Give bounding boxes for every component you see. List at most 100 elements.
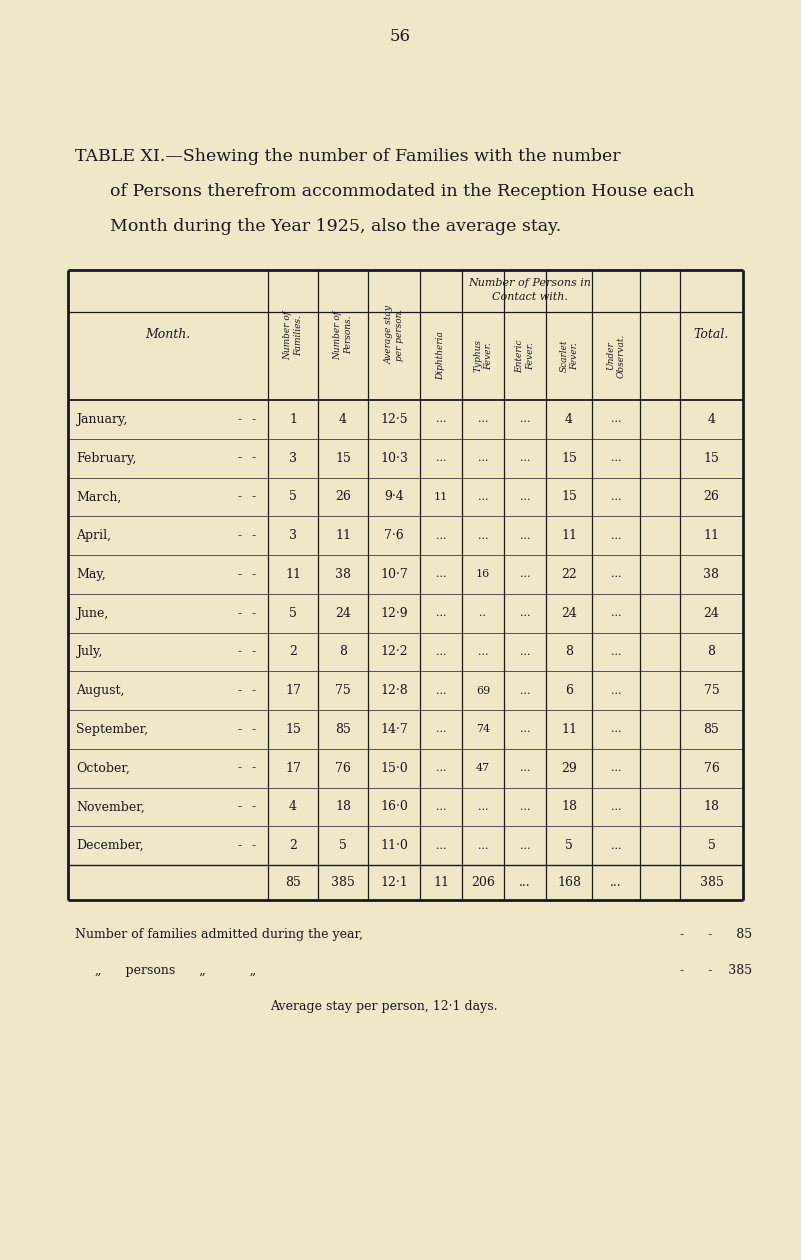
Text: Average stay
per person.: Average stay per person. [384,305,404,364]
Text: November,: November, [76,800,145,814]
Text: -: - [238,606,242,620]
Text: 18: 18 [561,800,577,814]
Text: „      persons      „           „: „ persons „ „ [95,964,256,976]
Text: ...: ... [610,876,622,890]
Text: ...: ... [436,764,446,774]
Text: ...: ... [520,415,530,425]
Text: 85: 85 [285,876,301,890]
Text: 168: 168 [557,876,581,890]
Text: 74: 74 [476,724,490,735]
Text: 69: 69 [476,685,490,696]
Text: 15: 15 [335,451,351,465]
Text: ...: ... [520,646,530,656]
Text: -: - [238,413,242,426]
Text: 12·2: 12·2 [380,645,408,659]
Text: ...: ... [436,646,446,656]
Text: ...: ... [436,530,446,541]
Text: ...: ... [436,724,446,735]
Text: -: - [238,568,242,581]
Text: 56: 56 [389,28,410,45]
Text: ...: ... [610,454,622,464]
Text: 85: 85 [335,723,351,736]
Text: September,: September, [76,723,148,736]
Text: Month during the Year 1925, also the average stay.: Month during the Year 1925, also the ave… [110,218,562,236]
Text: 12·5: 12·5 [380,413,408,426]
Text: 12·1: 12·1 [380,876,408,890]
Text: ...: ... [610,764,622,774]
Text: 385: 385 [331,876,355,890]
Text: -: - [252,451,256,465]
Text: 2: 2 [289,645,297,659]
Text: ...: ... [520,724,530,735]
Text: Enteric
Fever.: Enteric Fever. [515,339,535,373]
Text: ...: ... [436,454,446,464]
Text: -: - [238,490,242,504]
Text: ...: ... [520,530,530,541]
Text: 26: 26 [335,490,351,504]
Text: 7·6: 7·6 [384,529,404,542]
Text: ..: .. [480,609,486,619]
Text: 12·8: 12·8 [380,684,408,697]
Text: Number of
Families.: Number of Families. [284,310,303,359]
Text: Number of Persons in: Number of Persons in [469,278,591,289]
Text: Month.: Month. [145,329,191,341]
Text: -: - [252,684,256,697]
Text: ...: ... [436,609,446,619]
Text: -: - [252,761,256,775]
Text: January,: January, [76,413,127,426]
Text: -: - [252,568,256,581]
Text: 9·4: 9·4 [384,490,404,504]
Text: ...: ... [436,415,446,425]
Text: ...: ... [436,570,446,580]
Text: 38: 38 [335,568,351,581]
Text: 15: 15 [561,451,577,465]
Text: ...: ... [610,724,622,735]
Text: ...: ... [519,876,531,890]
Text: 1: 1 [289,413,297,426]
Text: ...: ... [477,454,489,464]
Text: Diphtheria: Diphtheria [437,331,445,381]
Text: 3: 3 [289,451,297,465]
Text: 16·0: 16·0 [380,800,408,814]
Text: June,: June, [76,606,108,620]
Text: -: - [238,723,242,736]
Text: May,: May, [76,568,106,581]
Text: ...: ... [520,801,530,811]
Text: 24: 24 [703,606,719,620]
Text: 6: 6 [565,684,573,697]
Text: 10·3: 10·3 [380,451,408,465]
Text: ...: ... [610,801,622,811]
Text: 4: 4 [289,800,297,814]
Text: -: - [252,723,256,736]
Text: ...: ... [610,415,622,425]
Text: -: - [252,529,256,542]
Text: ...: ... [610,491,622,501]
Text: Contact with.: Contact with. [492,292,568,302]
Text: July,: July, [76,645,103,659]
Text: 75: 75 [703,684,719,697]
Text: -: - [252,645,256,659]
Text: of Persons therefrom accommodated in the Reception House each: of Persons therefrom accommodated in the… [110,183,694,200]
Text: ...: ... [610,609,622,619]
Text: April,: April, [76,529,111,542]
Text: 17: 17 [285,761,301,775]
Text: 18: 18 [335,800,351,814]
Text: December,: December, [76,839,143,852]
Text: 11: 11 [285,568,301,581]
Text: -: - [238,684,242,697]
Text: 3: 3 [289,529,297,542]
Text: 15: 15 [561,490,577,504]
Text: -      -    385: - - 385 [680,964,752,976]
Text: ...: ... [520,840,530,851]
Text: ...: ... [520,491,530,501]
Text: 11: 11 [434,491,448,501]
Text: ...: ... [610,530,622,541]
Text: 29: 29 [562,761,577,775]
Text: 26: 26 [703,490,719,504]
Text: 16: 16 [476,570,490,580]
Text: ...: ... [477,530,489,541]
Text: -: - [252,606,256,620]
Text: ...: ... [520,764,530,774]
Text: 47: 47 [476,764,490,774]
Text: 5: 5 [289,606,297,620]
